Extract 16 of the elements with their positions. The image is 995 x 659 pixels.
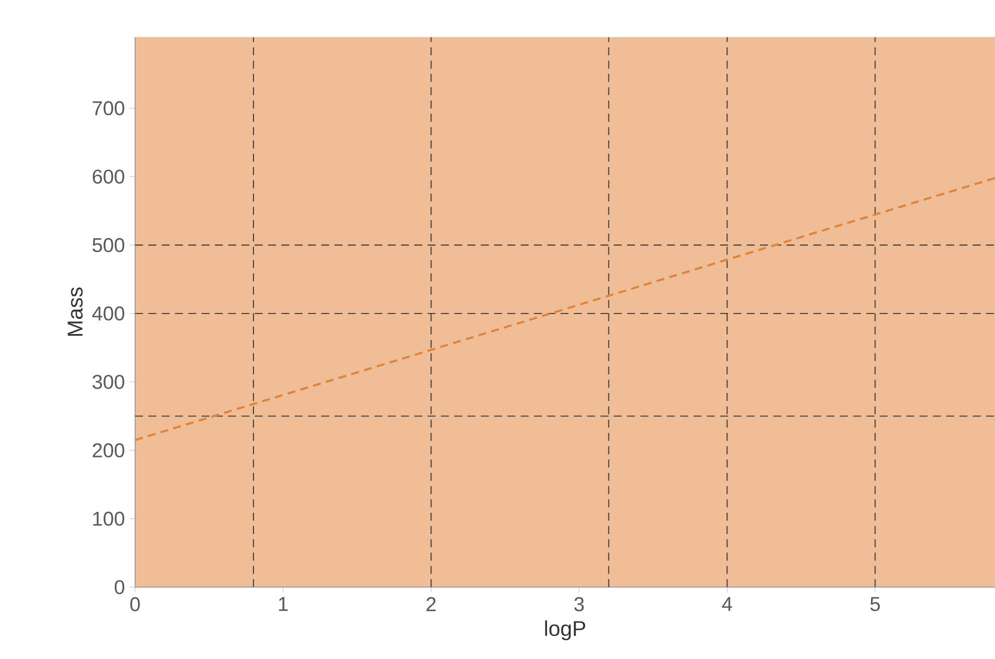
x-tick-label: 4 xyxy=(722,597,732,611)
x-tick-label: 0 xyxy=(130,597,140,612)
y-tick-label: 500 xyxy=(92,238,124,252)
y-tick-label: 200 xyxy=(92,443,124,458)
y-axis-title: Mass xyxy=(68,287,83,336)
x-tick-label: 2 xyxy=(426,597,436,612)
y-tick-label: 300 xyxy=(92,374,124,389)
x-tick-label: 5 xyxy=(870,597,880,612)
x-tick-label: 1 xyxy=(279,597,288,611)
x-axis-title: logP xyxy=(545,620,586,640)
y-tick-label: 100 xyxy=(93,512,124,526)
y-tick-label: 600 xyxy=(92,170,124,184)
y-tick-label: 700 xyxy=(92,101,124,116)
y-tick-label: 400 xyxy=(92,306,124,321)
y-tick-label: 0 xyxy=(114,580,124,594)
x-tick-label: 3 xyxy=(574,597,584,612)
